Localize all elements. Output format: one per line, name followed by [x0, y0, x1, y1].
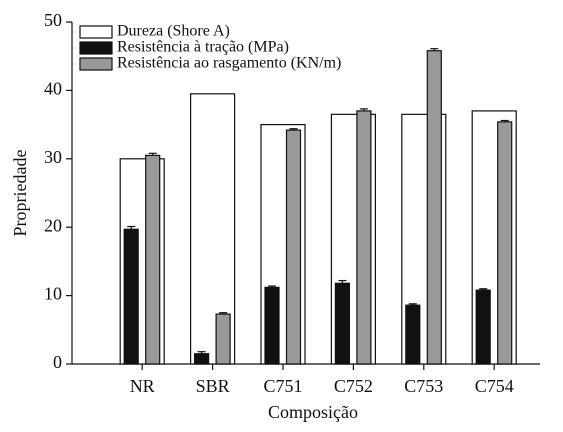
error-bar — [338, 279, 347, 284]
legend-swatch — [79, 41, 113, 55]
x-tick-label: C752 — [334, 376, 373, 396]
y-tick-label: 10 — [44, 284, 62, 304]
legend-swatch — [79, 57, 113, 71]
bar — [334, 282, 350, 365]
x-tick-label: C754 — [475, 376, 514, 396]
x-tick-label: NR — [130, 376, 155, 396]
error-bar — [479, 288, 488, 291]
y-tick-label: 50 — [44, 10, 62, 30]
bar — [123, 228, 139, 365]
legend-label: Resistência ao rasgamento (KN/m) — [117, 55, 341, 72]
legend-label: Resistência à tração (MPa) — [117, 39, 289, 56]
error-bar — [197, 351, 206, 354]
bar — [194, 353, 210, 365]
error-bar — [359, 108, 368, 111]
x-tick-label: C753 — [404, 376, 443, 396]
error-bar — [127, 225, 136, 230]
y-tick-label: 40 — [44, 79, 62, 99]
bar — [145, 154, 161, 365]
error-bar — [430, 48, 439, 51]
bar — [356, 110, 372, 365]
error-bar — [268, 285, 276, 288]
bar — [285, 129, 302, 365]
bar — [405, 304, 421, 365]
x-tick-label: C751 — [263, 376, 302, 396]
error-bar — [408, 303, 417, 306]
bar — [426, 50, 442, 365]
error-bar — [148, 152, 157, 156]
y-tick-label: 20 — [44, 215, 62, 235]
legend-swatch — [79, 25, 113, 39]
error-bar — [289, 128, 298, 131]
y-tick-label: 30 — [44, 147, 62, 167]
error-bar — [219, 312, 228, 315]
y-tick-label: 0 — [53, 352, 62, 372]
bar — [215, 313, 231, 365]
error-bar — [500, 119, 509, 122]
legend-label: Dureza (Shore A) — [117, 23, 230, 40]
bar — [497, 121, 513, 365]
x-axis-label: Composição — [268, 402, 358, 422]
bar — [264, 286, 280, 365]
x-tick-label: SBR — [196, 376, 230, 396]
bar — [475, 289, 491, 365]
y-axis-label: Propriedade — [10, 150, 30, 237]
